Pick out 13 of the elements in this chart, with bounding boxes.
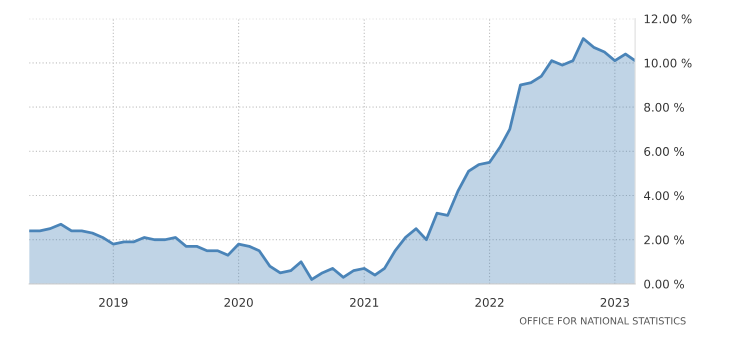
y-tick-label: 10.00 % — [644, 58, 692, 68]
text: OFFICE FOR NATIONAL STATISTICS — [520, 317, 686, 325]
x-tick-label: 2023 — [600, 298, 629, 307]
y-tick-label: 12.00 % — [644, 14, 692, 24]
x-tick-label: 2021 — [350, 298, 378, 307]
y-tick-label: 8.00 % — [644, 102, 684, 112]
y-tick-label: 0.00 % — [644, 280, 684, 289]
x-tick-label: 2020 — [224, 298, 253, 307]
x-tick-label: 2022 — [475, 298, 504, 307]
y-tick-label: 4.00 % — [644, 191, 684, 200]
y-tick-label: 2.00 % — [644, 235, 684, 244]
y-tick-label: 6.00 % — [644, 147, 684, 156]
x-tick-label: 2019 — [99, 298, 128, 307]
